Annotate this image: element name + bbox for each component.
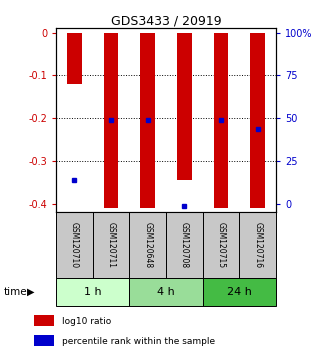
Bar (129, 278, 203, 306)
Text: GSM120716: GSM120716 (253, 222, 262, 268)
Text: GSM120710: GSM120710 (70, 222, 79, 268)
Text: GSM120715: GSM120715 (217, 222, 226, 268)
Bar (214, 33, 229, 208)
Bar (93, 212, 129, 278)
Text: log10 ratio: log10 ratio (62, 316, 112, 326)
Bar (177, 33, 192, 180)
Text: GSM120708: GSM120708 (180, 222, 189, 268)
Bar (141, 33, 155, 208)
Bar (34, 315, 54, 326)
Text: time: time (3, 287, 27, 297)
Title: GDS3433 / 20919: GDS3433 / 20919 (111, 14, 221, 27)
Text: percentile rank within the sample: percentile rank within the sample (62, 337, 215, 346)
Text: GSM120648: GSM120648 (143, 222, 152, 268)
Bar (239, 212, 276, 278)
Bar (56, 212, 93, 278)
Bar (34, 335, 54, 346)
Bar (203, 278, 276, 306)
Bar (203, 212, 239, 278)
Text: 1 h: 1 h (84, 287, 102, 297)
Bar (129, 212, 166, 278)
Bar (67, 33, 82, 84)
Text: 4 h: 4 h (157, 287, 175, 297)
Bar (166, 212, 203, 278)
Text: ▶: ▶ (27, 287, 34, 297)
Bar (104, 33, 118, 208)
Bar (56, 278, 129, 306)
Text: 24 h: 24 h (227, 287, 252, 297)
Text: GSM120711: GSM120711 (107, 222, 116, 268)
Bar (250, 33, 265, 208)
